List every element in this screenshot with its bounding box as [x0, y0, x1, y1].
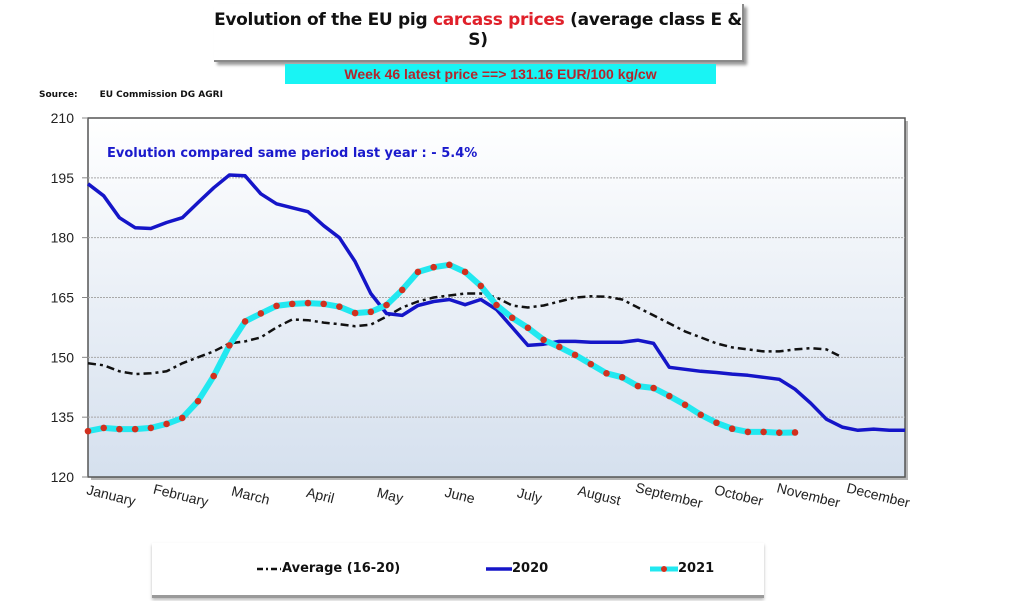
x-tick-label: February [152, 481, 210, 510]
data-point-2021 [446, 261, 453, 269]
x-tick-label: July [516, 484, 544, 506]
data-point-2021 [398, 286, 406, 294]
data-point-2021 [791, 429, 799, 436]
y-tick-label: 210 [51, 110, 75, 126]
data-point-2021 [100, 424, 108, 432]
legend-item-2020: 2020 [486, 561, 548, 576]
data-point-2021 [288, 300, 296, 308]
data-point-2021 [210, 372, 217, 380]
y-tick-label: 165 [51, 290, 75, 306]
x-tick-label: June [443, 484, 477, 507]
data-point-2021 [556, 343, 563, 351]
data-point-2021 [131, 425, 139, 433]
x-tick-label: October [713, 481, 766, 509]
data-point-2021 [603, 369, 610, 377]
legend-label-2020: 2020 [512, 561, 549, 576]
data-point-2021 [116, 425, 123, 433]
data-point-2021 [634, 382, 642, 390]
x-tick-label: January [85, 481, 137, 509]
title-prefix: Evolution of the EU pig [214, 10, 433, 30]
y-tick-label: 120 [51, 469, 75, 485]
legend-item-average: Average (16-20) [256, 561, 400, 576]
data-point-2021 [571, 351, 579, 359]
data-point-2021 [383, 301, 390, 309]
data-point-2021 [493, 301, 500, 309]
y-tick-label: 150 [51, 349, 75, 365]
data-point-2021 [367, 308, 375, 316]
data-point-2021 [776, 429, 783, 437]
legend-label-2021: 2021 [678, 561, 715, 576]
data-point-2021 [728, 425, 736, 433]
data-point-2021 [681, 401, 689, 409]
source-label: Source: [39, 90, 78, 100]
series-line-2021 [85, 261, 798, 436]
data-point-2021 [744, 428, 752, 436]
x-tick-label: November [775, 480, 842, 511]
legend-item-2021: 2021 [650, 561, 714, 576]
data-point-2021 [760, 428, 767, 436]
data-point-2021 [241, 318, 249, 325]
data-point-2021 [84, 427, 92, 435]
data-point-2021 [163, 420, 170, 428]
data-point-2021 [273, 302, 280, 310]
data-point-2021 [430, 263, 437, 271]
data-point-2021 [257, 310, 265, 317]
x-tick-label: April [305, 484, 336, 506]
data-point-2021 [178, 414, 186, 422]
data-point-2021 [194, 397, 202, 405]
chart-title: Evolution of the EU pig carcass prices (… [214, 10, 742, 50]
series-line-2020 [86, 173, 905, 433]
data-point-2021 [508, 314, 516, 322]
latest-price-banner: Week 46 latest price ==> 131.16 EUR/100 … [285, 64, 716, 84]
legend-swatch-2020 [486, 566, 512, 571]
data-point-2021 [351, 309, 359, 317]
data-point-2021 [477, 282, 485, 290]
title-box: Evolution of the EU pig carcass prices (… [214, 4, 744, 62]
legend: Average (16-20) 2020 2021 [152, 543, 764, 598]
data-point-2021 [697, 411, 705, 419]
legend-swatch-2021 [650, 565, 678, 572]
data-point-2021 [713, 419, 720, 427]
legend-swatch-average [257, 567, 281, 570]
x-tick-label: December [845, 480, 912, 511]
y-tick-label: 195 [51, 170, 75, 186]
data-point-2021 [666, 392, 673, 400]
x-tick-label: August [576, 482, 622, 508]
data-point-2021 [461, 268, 469, 276]
data-point-2021 [540, 336, 547, 344]
y-tick-label: 135 [51, 409, 75, 425]
data-point-2021 [320, 300, 327, 308]
x-tick-label: September [634, 479, 705, 511]
data-point-2021 [147, 424, 155, 432]
x-tick-label: May [375, 484, 405, 506]
data-point-2021 [524, 324, 532, 332]
data-point-2021 [304, 299, 312, 307]
title-suffix: (average class E & S) [468, 10, 742, 50]
data-point-2021 [587, 360, 595, 368]
y-tick-label: 180 [51, 230, 75, 246]
data-point-2021 [336, 303, 343, 310]
data-point-2021 [618, 373, 626, 381]
evolution-annotation: Evolution compared same period last year… [107, 146, 478, 161]
title-highlight: carcass prices [432, 10, 565, 30]
data-point-2021 [226, 342, 233, 349]
data-point-2021 [414, 268, 422, 276]
legend-label-average: Average (16-20) [282, 561, 401, 576]
source-value: EU Commission DG AGRI [99, 90, 223, 100]
x-tick-label: March [230, 483, 272, 508]
source-line: Source: EU Commission DG AGRI [39, 90, 223, 100]
data-point-2021 [650, 384, 657, 392]
